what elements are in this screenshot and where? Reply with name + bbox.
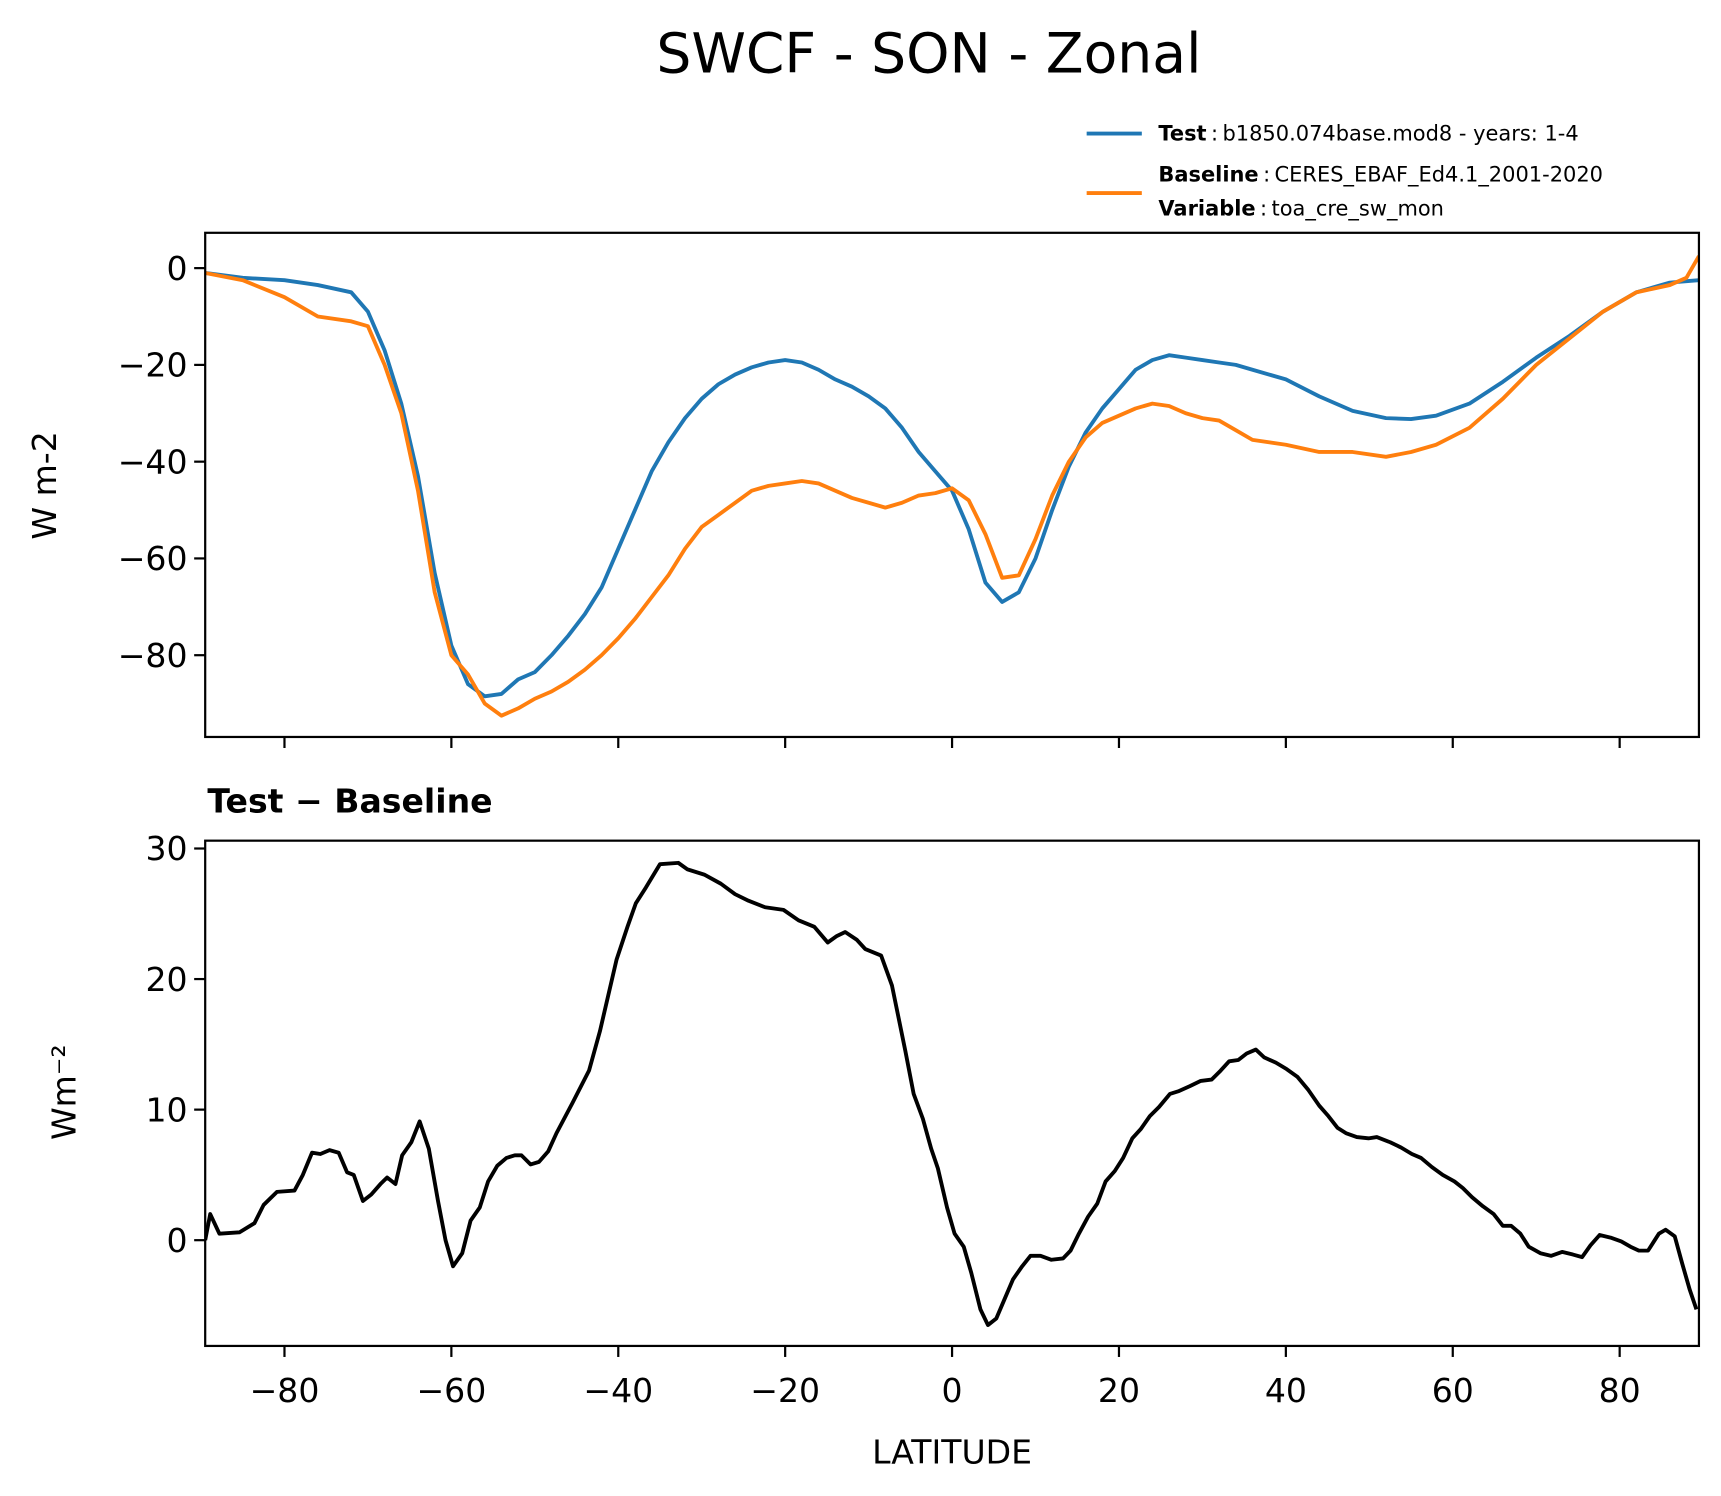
- legend-separator: :: [1260, 197, 1267, 221]
- x-tick-label: 60: [1432, 1371, 1474, 1410]
- series-line: [205, 255, 1699, 718]
- x-tick-label: −60: [416, 1371, 486, 1410]
- y-tick-label: −80: [118, 636, 188, 675]
- x-tick-label: 20: [1098, 1371, 1140, 1410]
- y-tick-label: −40: [118, 442, 188, 481]
- legend-name: Variable: [1158, 197, 1255, 221]
- legend-entry: Baseline: CERES_EBAF_Ed4.1_2001-2020: [1158, 162, 1603, 187]
- series-line: [205, 860, 1699, 1327]
- legend-name: Test: [1158, 122, 1206, 146]
- x-tick-label: −80: [250, 1371, 320, 1410]
- legend-entry: Variable: toa_cre_sw_mon: [1158, 197, 1444, 222]
- y-tick-label: −20: [118, 346, 188, 385]
- y-tick-label: 20: [145, 960, 187, 999]
- legend-description: toa_cre_sw_mon: [1272, 197, 1444, 222]
- y-axis-label: W m-2: [25, 431, 64, 539]
- figure-title: SWCF - SON - Zonal: [656, 23, 1201, 87]
- y-tick-label: 0: [166, 1221, 187, 1260]
- legend-name: Baseline: [1158, 162, 1258, 186]
- x-tick-label: −20: [750, 1371, 820, 1410]
- plot-frame: [204, 839, 1701, 1348]
- y-tick-label: 10: [145, 1090, 187, 1129]
- y-tick-label: 30: [145, 829, 187, 868]
- legend-description: CERES_EBAF_Ed4.1_2001-2020: [1275, 162, 1603, 187]
- series-line: [205, 271, 1699, 699]
- y-axis-label: Wm⁻²: [45, 1044, 84, 1140]
- y-tick-label: −60: [118, 539, 188, 578]
- y-tick-label: 0: [166, 249, 187, 288]
- legend-separator: :: [1211, 122, 1218, 146]
- plot-frame: [204, 231, 1701, 739]
- legend: Test: b1850.074base.mod8 - years: 1-4 Bas…: [1086, 122, 1603, 222]
- x-tick-label: 40: [1265, 1371, 1307, 1410]
- legend-entry: Test: b1850.074base.mod8 - years: 1-4: [1158, 122, 1578, 146]
- legend-separator: :: [1263, 162, 1270, 186]
- x-tick-label: 80: [1599, 1371, 1641, 1410]
- panel-title: Test − Baseline: [207, 782, 492, 821]
- x-tick-label: 0: [942, 1371, 963, 1410]
- x-tick-label: −40: [583, 1371, 653, 1410]
- legend-description: b1850.074base.mod8 - years: 1-4: [1222, 122, 1578, 146]
- x-axis-label: LATITUDE: [872, 1433, 1032, 1472]
